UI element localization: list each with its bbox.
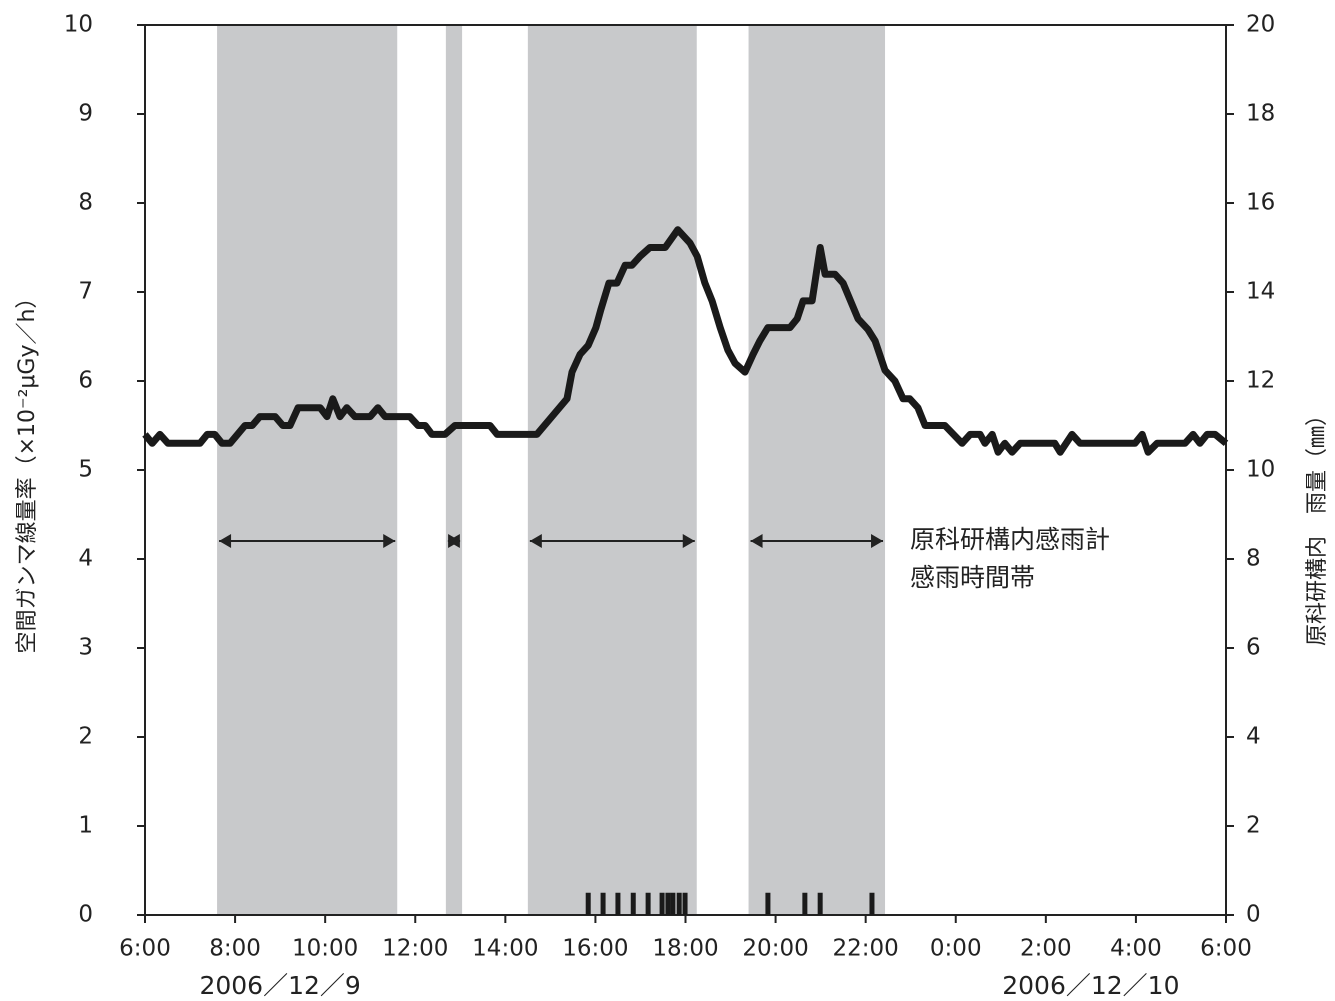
x-tick-label: 20:00	[742, 936, 808, 962]
y-tick-label: 6	[78, 368, 93, 394]
rain-bar	[869, 892, 875, 915]
annotation: 感雨時間帯	[910, 563, 1035, 592]
y2-tick-label: 20	[1246, 12, 1275, 38]
y-tick-label: 4	[78, 546, 93, 572]
arrow-head	[448, 534, 461, 548]
arrow-head	[383, 534, 396, 548]
y2-tick-label: 4	[1246, 724, 1261, 750]
y2-tick-label: 14	[1246, 279, 1275, 305]
arrow-head	[682, 534, 695, 548]
rain-bar	[765, 892, 771, 915]
rain-bar	[600, 892, 606, 915]
y-tick-label: 5	[78, 457, 93, 483]
x-tick-label: 14:00	[472, 936, 538, 962]
rain-bar	[615, 892, 621, 915]
x-tick-label: 18:00	[652, 936, 718, 962]
x-tick-label: 6:00	[119, 936, 171, 962]
rain-bar	[585, 892, 591, 915]
x-tick-label: 8:00	[209, 936, 261, 962]
y2-tick-label: 10	[1246, 457, 1275, 483]
date-label: 2006／12／10	[1002, 971, 1179, 1000]
y2-tick-label: 16	[1246, 190, 1275, 216]
y-tick-label: 9	[78, 101, 93, 127]
y2-axis-label: 原科研構内 雨量（㎜）	[1305, 404, 1330, 646]
rain-period	[445, 25, 463, 915]
x-tick-label: 2:00	[1020, 936, 1072, 962]
rain-bar	[665, 892, 671, 915]
annotation: 原科研構内感雨計	[910, 525, 1110, 554]
rain-bar	[630, 892, 636, 915]
y-tick-label: 1	[78, 813, 93, 839]
x-tick-label: 16:00	[562, 936, 628, 962]
arrow-head	[871, 534, 884, 548]
rain-bar	[682, 892, 688, 915]
arrow-head	[529, 534, 542, 548]
x-tick-label: 12:00	[382, 936, 448, 962]
y2-tick-label: 2	[1246, 813, 1261, 839]
arrow-head	[750, 534, 763, 548]
y-tick-label: 8	[78, 190, 93, 216]
y-axis-label: 空間ガンマ線量率（×10⁻²μGy／h）	[15, 287, 40, 654]
rain-bar	[670, 892, 676, 915]
y2-tick-label: 6	[1246, 635, 1261, 661]
y-tick-label: 3	[78, 635, 93, 661]
rain-period	[748, 25, 886, 915]
rain-bar	[802, 892, 808, 915]
x-tick-label: 4:00	[1110, 936, 1162, 962]
y-tick-label: 0	[78, 902, 93, 928]
rain-period	[527, 25, 697, 915]
y2-tick-label: 18	[1246, 101, 1275, 127]
y2-tick-label: 0	[1246, 902, 1261, 928]
y2-tick-label: 8	[1246, 546, 1261, 572]
x-tick-label: 22:00	[833, 936, 899, 962]
y-tick-label: 7	[78, 279, 93, 305]
rain-bar	[659, 892, 665, 915]
rain-bar	[817, 892, 823, 915]
x-tick-label: 10:00	[292, 936, 358, 962]
dose-rate-line	[142, 226, 1229, 456]
x-tick-label: 6:00	[1200, 936, 1252, 962]
rain-bar	[645, 892, 651, 915]
rain-period	[217, 25, 398, 915]
y-tick-label: 10	[64, 12, 93, 38]
x-tick-label: 0:00	[930, 936, 982, 962]
y-tick-label: 2	[78, 724, 93, 750]
y2-tick-label: 12	[1246, 368, 1275, 394]
rain-bar	[676, 892, 682, 915]
date-label: 2006／12／9	[199, 971, 360, 1000]
arrow-head	[219, 534, 232, 548]
